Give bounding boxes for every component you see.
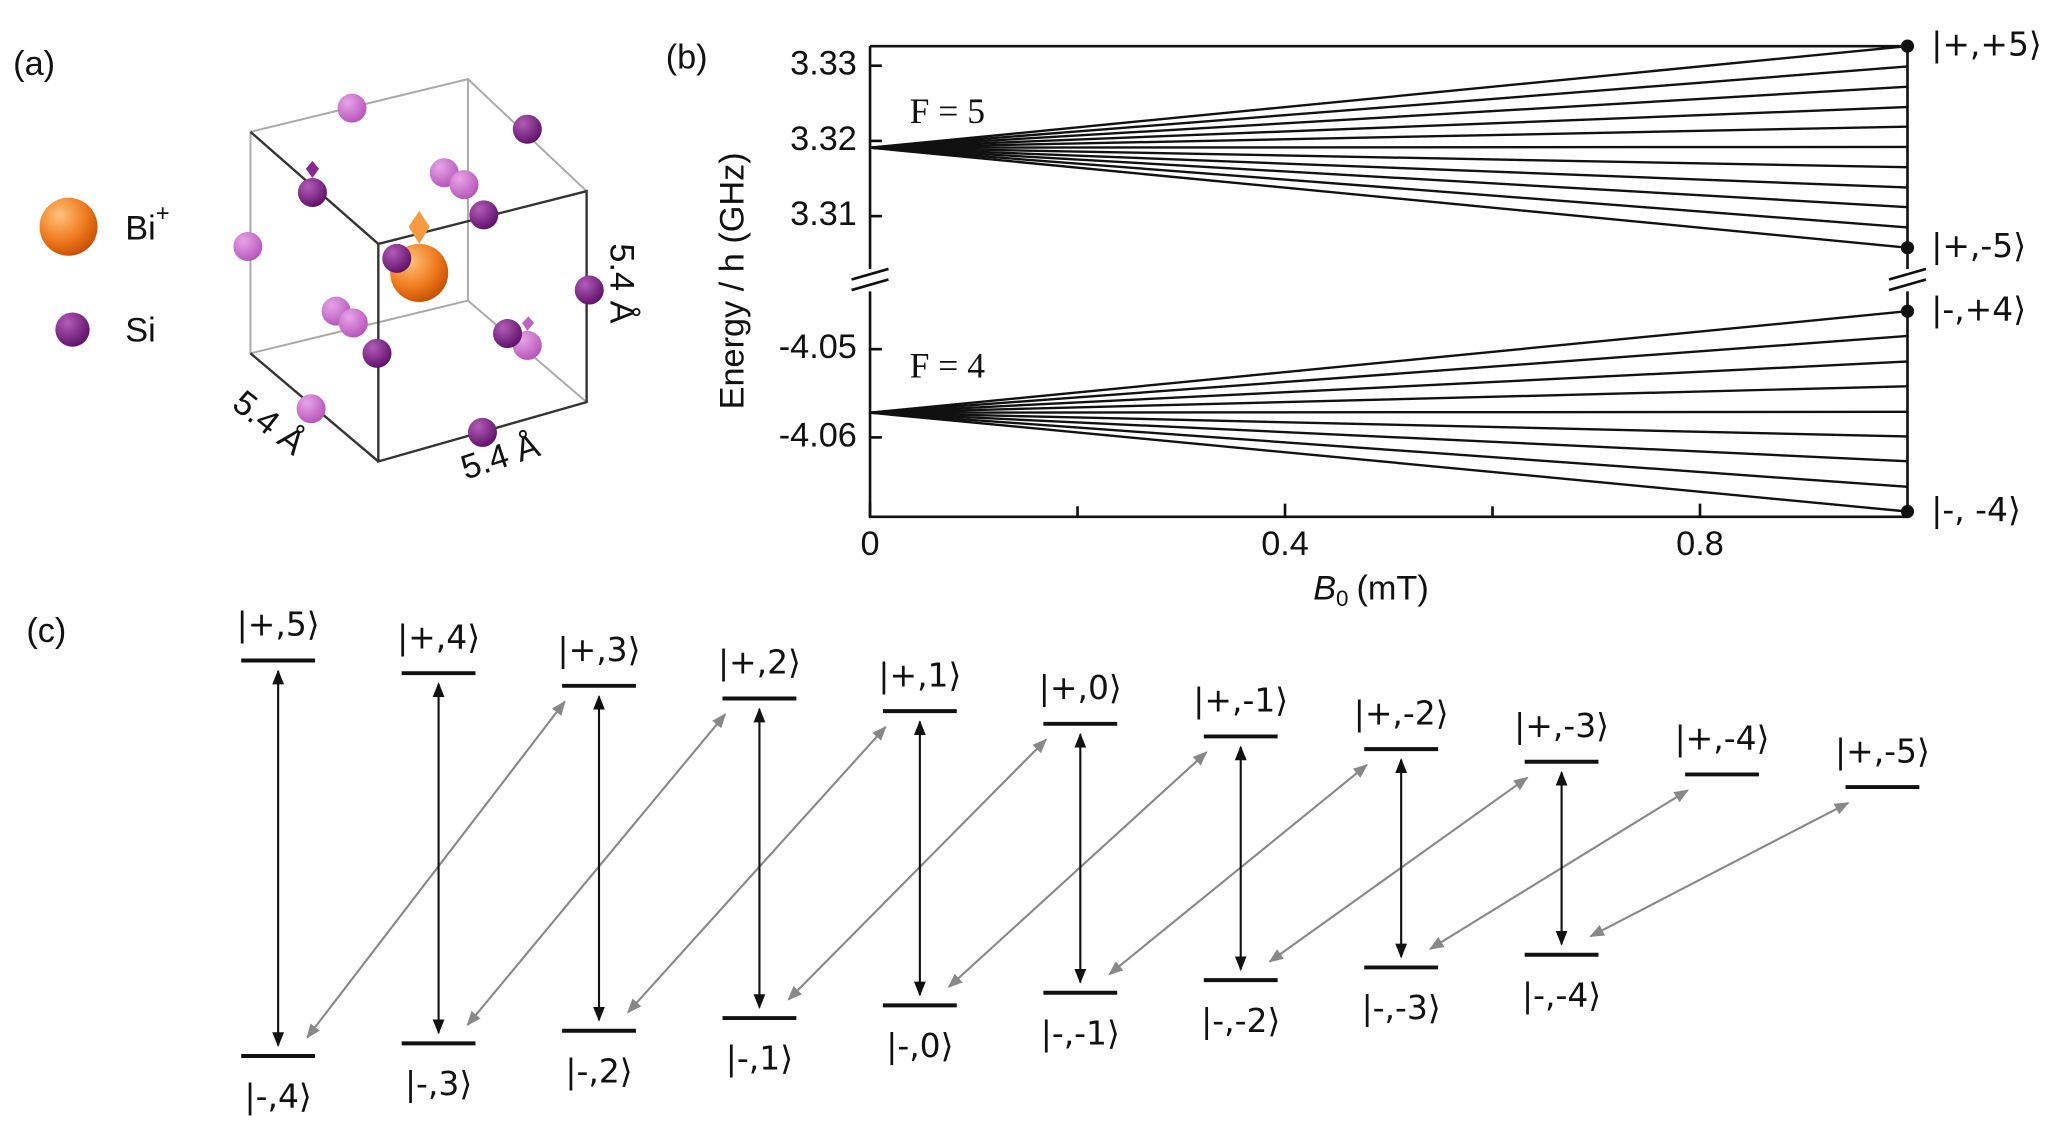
state-label: |-,2⟩ xyxy=(565,1051,632,1090)
panel-b: (b) Energy / h (GHz) B0 (mT) F = 5 F = 4 xyxy=(666,38,1927,611)
transition-arrow xyxy=(466,713,727,1027)
y-axis-label: Energy / h (GHz) xyxy=(713,152,751,409)
x-tick-label: 0 xyxy=(861,525,880,563)
legend-label: Bi+ xyxy=(125,201,169,248)
legend-charge: + xyxy=(156,201,170,227)
group-label: F = 5 xyxy=(910,91,985,131)
transition-arrow xyxy=(787,738,1048,1001)
transition-arrow xyxy=(627,725,887,1014)
state-label: |-,+4⟩ xyxy=(1931,290,2026,329)
lattice-label: 5.4 Å xyxy=(603,243,642,323)
x-tick-label: 0.8 xyxy=(1676,525,1724,563)
end-point xyxy=(1900,304,1915,318)
end-point xyxy=(1900,241,1915,255)
panel-c: (c) |+,5⟩ |+,4⟩ |+,3⟩ |+,2⟩ |+,1⟩ |+,0⟩ |+,-1⟩… xyxy=(26,605,1930,1116)
energy-level-line xyxy=(870,410,1908,414)
bi-spin-arrow xyxy=(408,210,430,244)
state-label: |-,0⟩ xyxy=(886,1026,953,1065)
x-label-symbol: B xyxy=(1313,570,1336,608)
transition-arrow xyxy=(1589,801,1850,938)
panel-a: (a) Bi+ Si 5.4 Å 5.4 Å 5.4 Å xyxy=(13,45,641,487)
si-atoms xyxy=(233,93,604,447)
x-label-unit: (mT) xyxy=(1356,570,1428,608)
end-point xyxy=(1900,504,1915,519)
bi-legend-sphere xyxy=(39,197,98,256)
y-tick-label: -4.05 xyxy=(779,328,857,366)
transition-arrow xyxy=(947,751,1208,988)
state-label: |+,2⟩ xyxy=(718,643,801,682)
transition-arrow xyxy=(1268,776,1529,963)
state-label: |+,-4⟩ xyxy=(1675,719,1770,758)
state-label: |+,+5⟩ xyxy=(1931,25,2042,64)
energy-level-line xyxy=(869,85,1908,149)
transition-arrow xyxy=(1428,789,1689,950)
state-label: |+,5⟩ xyxy=(237,605,320,644)
end-point xyxy=(1900,39,1915,53)
state-label: |-,4⟩ xyxy=(245,1077,312,1116)
y-tick-label: 3.33 xyxy=(790,45,857,83)
group-label: F = 4 xyxy=(910,345,986,385)
axis-break xyxy=(851,267,1927,292)
energy-level-line xyxy=(869,146,1908,209)
state-label: |-,3⟩ xyxy=(405,1064,472,1103)
energy-level-line xyxy=(869,146,1908,189)
state-label: |+,3⟩ xyxy=(558,630,641,669)
legend-label: Si xyxy=(125,311,155,349)
state-label: |+,-3⟩ xyxy=(1514,706,1609,745)
energy-level-line xyxy=(870,411,1908,438)
energy-level-line xyxy=(869,105,1908,149)
energy-level-line xyxy=(869,146,1908,229)
y-tick-label: 3.32 xyxy=(790,120,857,158)
state-label: |+,-5⟩ xyxy=(1835,731,1930,770)
y-tick-label: 3.31 xyxy=(790,195,857,233)
si-legend-sphere xyxy=(55,312,90,347)
legend-text: Bi xyxy=(125,210,155,248)
energy-level-line xyxy=(870,385,1908,414)
energy-level-line xyxy=(869,65,1908,149)
energy-level-line xyxy=(869,146,1908,249)
x-label-subscript: 0 xyxy=(1336,586,1348,611)
energy-level-line xyxy=(870,125,1908,149)
energy-level-line xyxy=(869,44,1908,149)
x-tick-label: 0.4 xyxy=(1261,525,1309,563)
state-label: |+,0⟩ xyxy=(1039,668,1122,707)
energy-level-line xyxy=(869,334,1908,414)
energy-level-line xyxy=(870,145,1908,149)
x-axis-label: B0 (mT) xyxy=(1313,570,1429,611)
y-tick-label: -4.06 xyxy=(779,416,857,454)
state-label: |-, -4⟩ xyxy=(1931,490,2021,529)
state-label: |-,-4⟩ xyxy=(1522,975,1601,1014)
energy-level-line xyxy=(869,411,1908,513)
state-label: |+,4⟩ xyxy=(397,617,480,656)
panel-label: (a) xyxy=(13,45,55,83)
state-label: |-,-1⟩ xyxy=(1041,1013,1120,1052)
state-label: |+,-1⟩ xyxy=(1193,681,1288,720)
energy-level-line xyxy=(869,310,1908,414)
energy-level-line xyxy=(869,360,1908,414)
transition-arrow xyxy=(306,700,566,1039)
panel-label: (b) xyxy=(666,38,708,76)
state-label: |-,-2⟩ xyxy=(1201,1001,1280,1040)
transition-arrow xyxy=(1108,763,1369,976)
energy-level-line xyxy=(869,411,1908,463)
energy-level-line xyxy=(870,146,1908,169)
state-label: |+,-5⟩ xyxy=(1931,226,2026,265)
state-label: |-,-3⟩ xyxy=(1362,988,1441,1027)
si-atom xyxy=(382,243,412,273)
energy-level-line xyxy=(869,411,1908,488)
state-label: |+,1⟩ xyxy=(878,655,961,694)
panel-label: (c) xyxy=(26,612,66,650)
state-label: |+,-2⟩ xyxy=(1354,693,1449,732)
state-label: |-,1⟩ xyxy=(726,1039,793,1078)
